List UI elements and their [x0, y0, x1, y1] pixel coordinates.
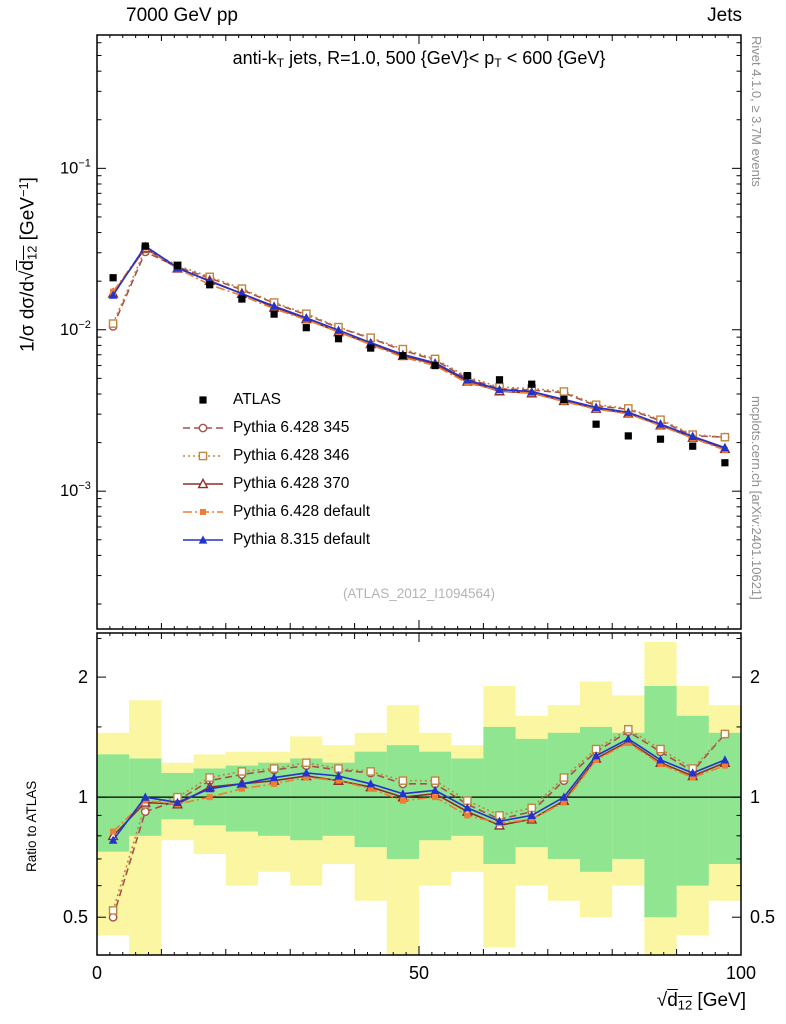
legend-label: Pythia 8.315 default — [233, 531, 371, 548]
svg-text:2: 2 — [78, 667, 88, 687]
legend-item-pythia8-default: Pythia 8.315 default — [181, 526, 370, 554]
analysis-group-title: Jets — [707, 5, 742, 26]
plot-title-text: anti-k — [232, 48, 277, 68]
legend-label: Pythia 6.428 default — [233, 503, 371, 520]
x-axis-label-text: [GeV] — [692, 990, 746, 1011]
legend-item-pythia6-370: Pythia 6.428 370 — [181, 470, 370, 498]
y-axis-label-text: d — [17, 259, 39, 271]
plot-title-sub: T — [276, 56, 285, 71]
ratio-axis-label: Ratio to ATLAS — [24, 780, 39, 872]
svg-text:50: 50 — [409, 963, 429, 983]
y-axis-label-sub: 12 — [24, 245, 40, 260]
filled-triangle-marker-icon — [181, 532, 225, 548]
svg-text:0.5: 0.5 — [63, 907, 88, 927]
plot-title-text: < 600 {GeV} — [501, 48, 606, 68]
svg-text:10−2: 10−2 — [60, 319, 91, 339]
svg-text:0: 0 — [92, 963, 102, 983]
analysis-id-watermark: (ATLAS_2012_I1094564) — [342, 586, 496, 601]
y-axis-label-text: 1/σ dσ/d — [17, 281, 39, 352]
y-axis-label-text: [GeV — [17, 197, 39, 246]
svg-text:2: 2 — [750, 667, 760, 687]
x-axis-label-text: d — [667, 990, 678, 1011]
beam-energy-title: 7000 GeV pp — [126, 5, 238, 26]
open-circle-marker-icon — [181, 420, 225, 436]
svg-text:1: 1 — [78, 787, 88, 807]
legend: ATLAS Pythia 6.428 345 Pythia 6.428 346 … — [181, 386, 370, 554]
legend-label: ATLAS — [233, 391, 281, 408]
open-square-marker-icon — [181, 448, 225, 464]
mcplots-reference-note: mcplots.cern.ch [arXiv:2401.10621] — [749, 396, 764, 600]
y-axis-label-sup: −1 — [16, 182, 31, 198]
legend-item-pythia6-default: Pythia 6.428 default — [181, 498, 370, 526]
svg-text:0.5: 0.5 — [750, 907, 775, 927]
x-axis-label-sub: 12 — [677, 997, 693, 1013]
legend-item-pythia6-346: Pythia 6.428 346 — [181, 442, 370, 470]
plot-title: anti-kT jets, R=1.0, 500 {GeV}< pT < 600… — [97, 48, 741, 70]
legend-item-atlas: ATLAS — [181, 386, 370, 414]
y-axis-label: 1/σ dσ/d√d12 [GeV−1] — [16, 177, 40, 352]
atlas-marker-icon — [181, 392, 225, 408]
rivet-version-note: Rivet 4.1.0, ≥ 3.7M events — [749, 36, 764, 187]
legend-label: Pythia 6.428 345 — [233, 419, 350, 436]
sqrt-icon: √ — [656, 990, 668, 1011]
open-triangle-marker-icon — [181, 476, 225, 492]
legend-label: Pythia 6.428 346 — [233, 447, 350, 464]
svg-text:100: 100 — [726, 963, 756, 983]
plot-title-sub: T — [494, 56, 502, 71]
y-axis-label-text: ] — [17, 177, 39, 183]
legend-label: Pythia 6.428 370 — [233, 475, 350, 492]
legend-item-pythia6-345: Pythia 6.428 345 — [181, 414, 370, 442]
filled-square-marker-icon — [181, 504, 225, 520]
plot-title-text: jets, R=1.0, 500 {GeV}< p — [284, 48, 495, 68]
svg-text:1: 1 — [750, 787, 760, 807]
sqrt-icon: √ — [17, 270, 39, 281]
x-axis-label: √d12 [GeV] — [657, 990, 746, 1012]
svg-text:10−3: 10−3 — [60, 480, 91, 500]
svg-text:10−1: 10−1 — [60, 157, 91, 177]
